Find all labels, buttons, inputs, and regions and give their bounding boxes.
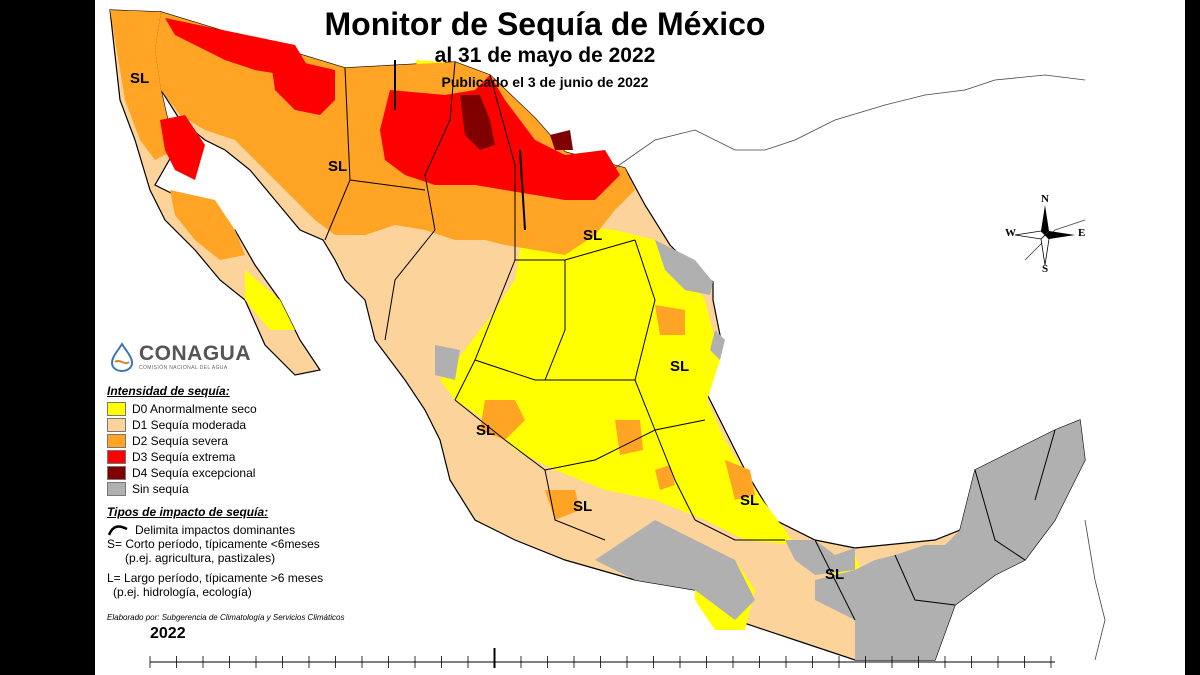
legend-items: D0 Anormalmente seco D1 Sequía moderada D2…	[107, 401, 387, 497]
legend-item: D4 Sequía excepcional	[107, 465, 387, 481]
legend-item: D1 Sequía moderada	[107, 417, 387, 433]
water-drop-icon	[110, 342, 134, 372]
map-title: Monitor de Sequía de México	[324, 6, 766, 42]
state-boundaries	[324, 61, 1056, 621]
logo-name: CONAGUA	[139, 342, 251, 365]
impact-label: SL	[476, 422, 496, 439]
legend-item: D0 Anormalmente seco	[107, 401, 387, 417]
year-label: 2022	[150, 625, 186, 642]
legend-label: D2 Sequía severa	[132, 434, 229, 448]
legend: Intensidad de sequía: D0 Anormalmente se…	[107, 384, 387, 497]
impact-boundaries	[394, 60, 526, 231]
compass-west: W	[1005, 227, 1016, 239]
boundary-line-icon	[107, 525, 128, 536]
impact-label: SL	[825, 566, 845, 583]
compass-south: S	[1042, 263, 1049, 275]
compass-north: N	[1041, 193, 1049, 205]
d4-areas	[460, 95, 573, 150]
map-published-date: Publicado el 3 de junio de 2022	[441, 74, 649, 90]
long-term-line2: (p.ej. hidrología, ecología)	[113, 585, 252, 599]
legend-swatch	[107, 418, 126, 432]
d3-areas	[160, 18, 620, 200]
legend-swatch	[107, 466, 126, 480]
surrounding-lines	[614, 74, 1106, 661]
conagua-logo: CONAGUA COMISIÓN NACIONAL DEL AGUA	[109, 342, 251, 372]
compass-rose: N S E W	[1005, 193, 1086, 275]
legend-swatch	[107, 402, 126, 416]
impact-legend: Tipos de impacto de sequía: Delimita imp…	[107, 505, 407, 599]
logo-tagline: COMISIÓN NACIONAL DEL AGUA	[139, 365, 228, 371]
impact-label: SL	[328, 158, 348, 175]
legend-swatch	[107, 434, 126, 448]
short-term-line2: (p.ej. agricultura, pastizales)	[125, 551, 276, 565]
impact-heading: Tipos de impacto de sequía:	[107, 505, 269, 519]
short-term-line1: S= Corto período, típicamente <6meses	[107, 537, 320, 551]
boundary-label: Delimita impactos dominantes	[135, 523, 296, 537]
compass-east: E	[1078, 227, 1086, 239]
timeline-ticks	[149, 648, 1052, 668]
map-canvas: Monitor de Sequía de México al 31 de may…	[95, 0, 1185, 675]
compass-icon	[1014, 205, 1075, 266]
impact-label: SL	[740, 492, 760, 509]
no-drought-areas	[435, 240, 1085, 660]
drought-map	[109, 9, 1106, 663]
map-subtitle: al 31 de mayo de 2022	[434, 44, 656, 67]
impact-label: SL	[573, 498, 593, 515]
legend-item: Sin sequía	[107, 481, 387, 497]
impact-label: SL	[583, 227, 603, 244]
credit-text: Elaborado por: Subgerencia de Climatolog…	[107, 613, 345, 622]
impact-label: SL	[670, 358, 690, 375]
legend-item: D3 Sequía extrema	[107, 449, 387, 465]
boundary-row: Delimita impactos dominantes	[107, 523, 407, 537]
legend-label: D3 Sequía extrema	[132, 450, 236, 464]
legend-label: D0 Anormalmente seco	[132, 402, 257, 416]
impact-label: SL	[130, 70, 150, 87]
legend-label: Sin sequía	[132, 482, 189, 496]
legend-swatch	[107, 450, 126, 464]
legend-swatch	[107, 482, 126, 496]
legend-label: D1 Sequía moderada	[132, 418, 247, 432]
legend-heading: Intensidad de sequía:	[107, 384, 230, 398]
long-term-line1: L= Largo período, típicamente >6 meses	[107, 571, 324, 585]
legend-item: D2 Sequía severa	[107, 433, 387, 449]
legend-label: D4 Sequía excepcional	[132, 466, 256, 480]
